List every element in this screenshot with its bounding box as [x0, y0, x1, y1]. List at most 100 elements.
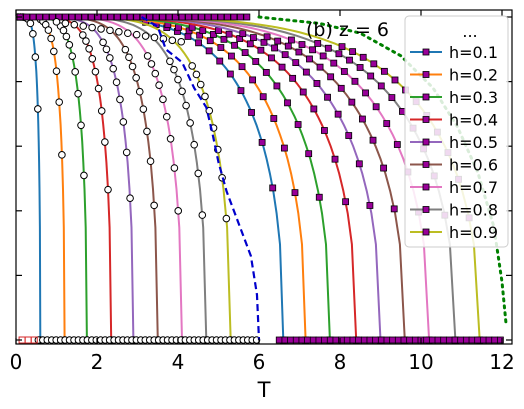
data-point — [349, 48, 357, 56]
data-point — [345, 132, 353, 139]
data-point — [170, 65, 178, 74]
data-point — [310, 105, 318, 113]
data-point — [360, 336, 368, 344]
data-point — [26, 19, 35, 28]
data-point — [334, 110, 342, 118]
data-point — [406, 336, 414, 344]
data-point — [139, 105, 148, 113]
x-tick-label: 12 — [489, 350, 514, 374]
x-tick-labels: 0 2 4 6 8 10 12 — [10, 350, 515, 374]
data-point — [34, 105, 42, 113]
data-point — [195, 39, 202, 47]
data-point — [306, 55, 313, 63]
chart-title: (b) z = 6 — [306, 19, 389, 41]
data-point — [201, 92, 209, 101]
data-point — [275, 336, 283, 344]
data-point — [132, 73, 140, 82]
data-point — [270, 115, 278, 122]
x-axis-label: T — [257, 378, 271, 402]
data-point — [217, 13, 225, 21]
data-point — [106, 26, 114, 35]
data-point — [321, 336, 329, 344]
data-point — [299, 88, 307, 96]
data-point — [485, 336, 493, 344]
data-point — [343, 336, 351, 344]
data-point — [174, 75, 182, 84]
data-point — [479, 336, 487, 344]
data-point — [132, 30, 141, 39]
data-point — [231, 41, 238, 49]
data-point — [260, 38, 268, 46]
data-point — [81, 13, 89, 21]
data-point — [367, 72, 375, 80]
legend-label: h=0.1 — [449, 43, 498, 62]
x-tick-label: 2 — [91, 350, 104, 374]
data-point — [284, 99, 291, 107]
data-point — [400, 336, 408, 344]
data-point — [355, 336, 363, 344]
legend-label: h=0.6 — [449, 156, 498, 175]
legend-swatch-marker — [422, 228, 430, 236]
data-point — [423, 336, 431, 344]
data-point — [331, 155, 339, 163]
data-point — [133, 13, 141, 21]
data-point — [257, 46, 265, 54]
data-point — [135, 87, 144, 96]
data-point — [309, 336, 317, 344]
data-point — [188, 62, 196, 70]
data-point — [340, 68, 348, 75]
data-point — [326, 336, 334, 344]
legend-swatch-marker — [422, 48, 430, 56]
legend-label: h=0.9 — [449, 223, 498, 242]
data-point — [238, 63, 246, 71]
data-point — [50, 47, 58, 56]
data-point — [102, 45, 111, 54]
data-point — [294, 121, 302, 128]
data-point — [273, 82, 281, 90]
data-point — [150, 33, 159, 42]
data-point — [205, 47, 213, 55]
data-point — [99, 38, 107, 47]
data-point — [52, 67, 61, 75]
data-point — [166, 135, 175, 143]
data-point — [52, 18, 61, 26]
data-point — [391, 76, 399, 84]
data-point — [284, 42, 292, 50]
data-point — [241, 49, 249, 56]
data-point — [369, 136, 377, 144]
data-point — [178, 13, 186, 21]
data-point — [252, 58, 260, 65]
series-h=0.8 — [16, 16, 459, 344]
data-point — [55, 98, 64, 106]
data-point — [97, 25, 105, 33]
data-point — [411, 336, 419, 344]
data-point — [342, 198, 350, 206]
data-point — [366, 336, 374, 344]
data-point — [226, 70, 234, 78]
data-point — [88, 54, 97, 63]
data-point — [113, 13, 121, 21]
data-point — [196, 80, 205, 89]
data-point — [281, 51, 289, 59]
data-point — [337, 84, 345, 92]
data-point — [380, 164, 388, 172]
series-h=0.4 — [16, 16, 360, 344]
data-point — [268, 54, 275, 62]
legend-label: h=0.4 — [449, 111, 498, 130]
data-point — [287, 36, 295, 44]
data-point — [348, 98, 356, 106]
data-point — [112, 78, 121, 87]
legend-swatch-marker — [422, 138, 430, 146]
data-point — [150, 201, 158, 210]
data-point — [359, 53, 367, 61]
data-point — [182, 101, 190, 110]
plot-frame — [15, 9, 513, 345]
data-point — [165, 13, 173, 21]
data-point — [104, 185, 112, 194]
data-point — [315, 336, 323, 344]
data-point — [380, 67, 388, 75]
data-point — [249, 34, 257, 41]
data-point — [29, 13, 37, 21]
data-point — [390, 205, 398, 213]
data-point — [262, 69, 270, 76]
